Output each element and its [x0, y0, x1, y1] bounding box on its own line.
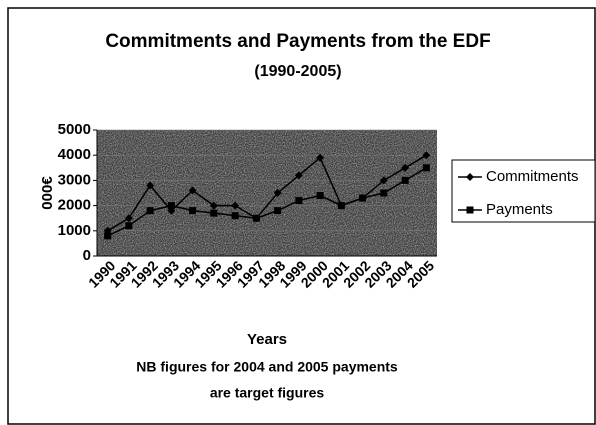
x-axis-label: Years: [247, 331, 287, 348]
y-tick-label: 1000: [58, 222, 91, 239]
point: [231, 212, 239, 220]
legend-marker: [466, 173, 474, 181]
point: [316, 153, 325, 162]
point: [210, 209, 218, 217]
point: [359, 194, 367, 202]
y-tick-label: 5000: [58, 121, 91, 138]
plot-texture: [97, 130, 437, 256]
legend-label: Payments: [486, 201, 553, 218]
chart-title: Commitments and Payments from the EDF: [105, 31, 490, 52]
annotation: NB figures for 2004 and 2005 payments: [136, 359, 398, 375]
point: [295, 197, 303, 205]
point: [167, 202, 175, 210]
point: [146, 181, 155, 190]
point: [422, 151, 431, 160]
point: [231, 201, 240, 210]
point: [379, 176, 388, 185]
y-tick-label: 3000: [58, 171, 91, 188]
y-tick-label: 2000: [58, 197, 91, 214]
point: [189, 207, 197, 215]
point: [209, 201, 218, 210]
legend-label: Commitments: [486, 168, 579, 185]
point: [124, 214, 133, 223]
point: [146, 207, 154, 215]
point: [422, 164, 430, 172]
legend-box: [451, 159, 596, 223]
series-line: [107, 167, 427, 237]
point: [252, 214, 260, 222]
series-line: [107, 154, 427, 232]
point: [104, 232, 112, 240]
annotation: are target figures: [210, 385, 325, 401]
point: [337, 202, 345, 210]
point: [125, 222, 133, 230]
point: [273, 189, 282, 197]
point: [401, 163, 410, 172]
point: [274, 207, 282, 215]
point: [316, 192, 324, 200]
y-axis-label: 000€: [39, 176, 56, 210]
point: [380, 189, 388, 197]
y-tick-label: 4000: [58, 146, 91, 163]
y-tick-label: 0: [83, 247, 91, 264]
chart-subtitle: (1990-2005): [254, 63, 341, 80]
point: [401, 176, 409, 184]
point: [294, 171, 303, 180]
point: [188, 186, 197, 195]
legend-marker: [466, 206, 474, 214]
